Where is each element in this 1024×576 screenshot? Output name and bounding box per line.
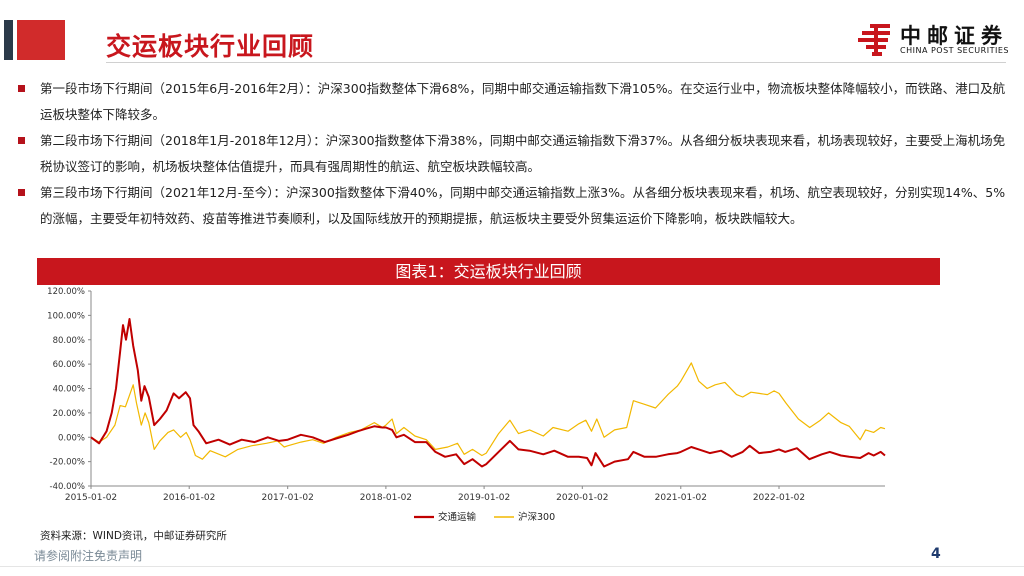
bullet-square-icon [18,137,25,144]
y-tick-label: -40.00% [50,482,85,492]
accent-bar-dark [4,20,13,60]
legend-label: 交通运输 [438,511,477,523]
disclaimer: 请参阅附注免责声明 [34,549,143,563]
bullet-square-icon [18,85,25,92]
y-tick-label: 20.00% [53,409,85,419]
bullet-text: 第三段市场下行期间（2021年12月-至今）：沪深300指数整体下滑40%，同期… [40,185,1006,226]
page-number: 4 [931,546,941,562]
x-tick-label: 2017-01-02 [262,493,314,503]
x-tick-label: 2021-01-02 [655,493,707,503]
x-tick-label: 2016-01-02 [163,493,215,503]
company-logo: 中邮证券 CHINA POST SECURITIES [856,20,1016,60]
x-tick-label: 2015-01-02 [65,493,117,503]
page-title: 交运板块行业回顾 [106,32,315,61]
legend-label: 沪深300 [518,511,555,523]
logo-english-name: CHINA POST SECURITIES [900,46,1009,55]
accent-bar-red [17,20,65,60]
chart-title-bar: 图表1：交运板块行业回顾 [37,258,940,285]
y-tick-label: 0.00% [58,433,85,443]
bullet-square-icon [18,189,25,196]
y-tick-label: 60.00% [53,360,85,370]
logo-chinese-name: 中邮证券 [900,24,1008,48]
y-tick-label: 40.00% [53,385,85,395]
series-line-transport [90,318,886,468]
source-note: 资料来源：WIND资讯，中邮证券研究所 [40,530,227,542]
bullet-list: 第一段市场下行期间（2015年6月-2016年2月）：沪深300指数整体下滑68… [18,76,1013,232]
title-divider [106,62,1006,63]
y-tick-label: 120.00% [47,287,85,297]
x-tick-label: 2020-01-02 [556,493,608,503]
bullet-item: 第二段市场下行期间（2018年1月-2018年12月）：沪深300指数整体下滑3… [18,128,1013,180]
line-chart: 120.00% 100.00% 80.00% 60.00% 40.00% 20.00% 0.… [47,287,886,523]
y-tick-label: -20.00% [50,458,85,468]
x-tick-label: 2018-01-02 [360,493,412,503]
series-line-hs300 [90,362,886,460]
bullet-item: 第三段市场下行期间（2021年12月-至今）：沪深300指数整体下滑40%，同期… [18,180,1013,232]
y-tick-label: 80.00% [53,336,85,346]
bullet-text: 第二段市场下行期间（2018年1月-2018年12月）：沪深300指数整体下滑3… [40,133,1006,174]
bullet-item: 第一段市场下行期间（2015年6月-2016年2月）：沪深300指数整体下滑68… [18,76,1013,128]
china-post-logo-icon [858,24,890,56]
x-tick-label: 2022-01-02 [753,493,805,503]
x-tick-label: 2019-01-02 [458,493,510,503]
footer-divider [0,566,1024,567]
y-tick-label: 100.00% [47,311,85,321]
bullet-text: 第一段市场下行期间（2015年6月-2016年2月）：沪深300指数整体下滑68… [40,81,1006,122]
